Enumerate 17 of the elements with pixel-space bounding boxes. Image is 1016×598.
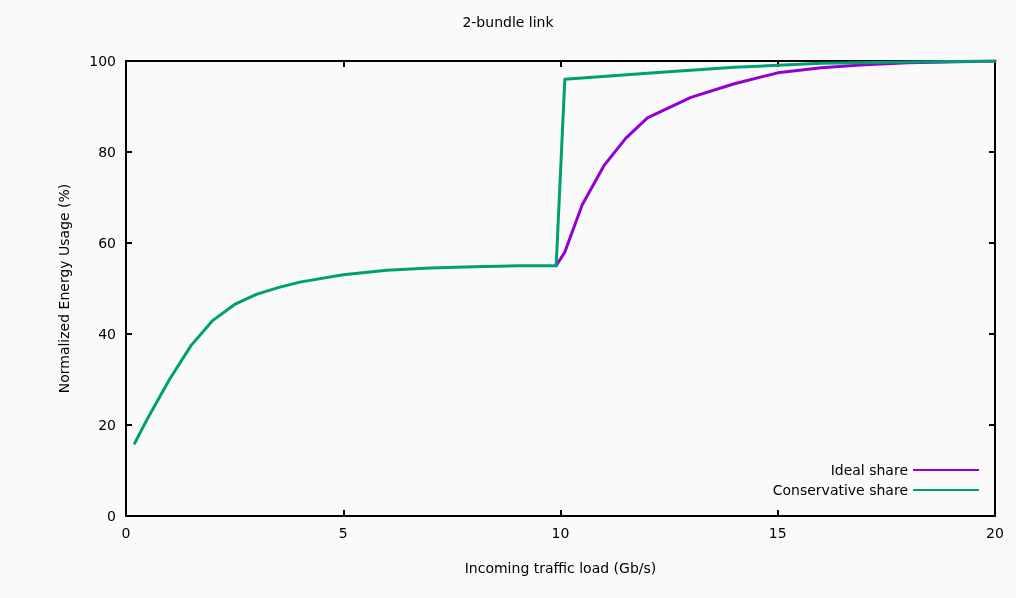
chart-title: 2-bundle link	[462, 14, 555, 30]
x-tick-label: 20	[986, 525, 1004, 541]
y-tick-label: 0	[107, 508, 116, 524]
y-tick-label: 20	[98, 417, 116, 433]
y-tick-label: 80	[98, 144, 116, 160]
y-tick-label: 40	[98, 326, 116, 342]
y-tick-label: 60	[98, 235, 116, 251]
line-series	[133, 59, 997, 445]
x-tick-label: 10	[551, 525, 570, 541]
x-tick-label: 15	[768, 525, 787, 541]
x-axis-title: Incoming traffic load (Gb/s)	[464, 560, 657, 576]
y-tick-label: 100	[89, 53, 116, 69]
legend-label: Conservative share	[772, 482, 908, 498]
legend-label: Ideal share	[830, 462, 908, 478]
x-tick-label: 0	[121, 525, 131, 541]
x-tick-label: 5	[338, 525, 348, 541]
y-axis-title: Normalized Energy Usage (%)	[56, 183, 72, 394]
